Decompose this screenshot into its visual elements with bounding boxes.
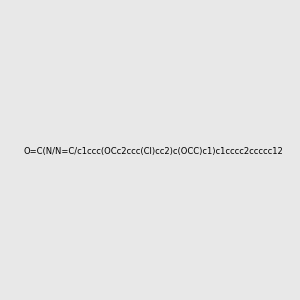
Text: O=C(N/N=C/c1ccc(OCc2ccc(Cl)cc2)c(OCC)c1)c1cccc2ccccc12: O=C(N/N=C/c1ccc(OCc2ccc(Cl)cc2)c(OCC)c1)… bbox=[24, 147, 284, 156]
